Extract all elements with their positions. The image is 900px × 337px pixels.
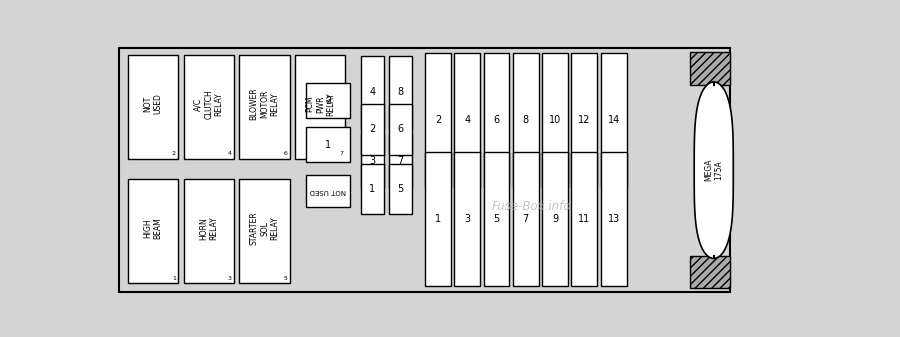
Bar (425, 54, 451, 187)
Text: 4: 4 (369, 87, 375, 97)
Text: Fuse-Box.info: Fuse-Box.info (491, 200, 571, 213)
Text: 5: 5 (397, 184, 403, 194)
Bar (542, 152, 568, 286)
Text: 10: 10 (549, 115, 562, 125)
Text: 11: 11 (578, 214, 590, 224)
Text: 7: 7 (397, 156, 403, 166)
Bar (306, 127, 349, 162)
Bar (239, 55, 290, 158)
Text: STARTER
SOL
RELAY: STARTER SOL RELAY (249, 212, 280, 245)
Polygon shape (694, 82, 733, 258)
Text: MEGA
175A: MEGA 175A (704, 159, 724, 181)
Bar (454, 54, 480, 187)
Bar (306, 175, 349, 207)
Bar (601, 54, 626, 187)
Text: 13: 13 (608, 214, 620, 224)
Bar (690, 52, 731, 85)
Bar (128, 55, 178, 158)
Bar (389, 56, 411, 129)
Text: 3: 3 (464, 214, 470, 224)
Bar (513, 152, 539, 286)
Text: 6: 6 (493, 115, 500, 125)
Text: 3: 3 (369, 156, 375, 166)
Text: 4: 4 (464, 115, 470, 125)
Bar (572, 54, 598, 187)
Text: 2: 2 (435, 115, 441, 125)
Text: 12: 12 (578, 115, 590, 125)
Bar (542, 54, 568, 187)
Bar (454, 152, 480, 286)
Text: 6: 6 (284, 151, 288, 156)
Bar (572, 152, 598, 286)
Text: 2: 2 (172, 151, 176, 156)
Text: 4: 4 (228, 151, 232, 156)
Bar (361, 56, 383, 129)
Bar (690, 256, 731, 288)
Text: 5: 5 (284, 276, 288, 281)
Bar (389, 164, 411, 214)
Bar (306, 83, 349, 118)
Text: 2: 2 (369, 124, 375, 134)
Bar (601, 152, 626, 286)
Text: 3: 3 (228, 276, 232, 281)
Bar (361, 104, 383, 155)
Bar (295, 55, 346, 158)
Text: 1: 1 (435, 214, 441, 224)
Text: 1: 1 (369, 184, 375, 194)
Text: PCM
PWR
RELAY: PCM PWR RELAY (305, 92, 336, 116)
Text: 1: 1 (172, 276, 176, 281)
Bar (425, 152, 451, 286)
Bar (483, 152, 509, 286)
Bar (120, 48, 730, 292)
Text: BLOWER
MOTOR
RELAY: BLOWER MOTOR RELAY (249, 88, 280, 120)
Text: 7: 7 (339, 151, 344, 156)
Text: 8: 8 (397, 87, 403, 97)
Bar (389, 134, 411, 188)
Text: 5: 5 (493, 214, 500, 224)
Text: 7: 7 (523, 214, 529, 224)
Bar (184, 55, 234, 158)
Bar (389, 104, 411, 155)
Text: HIGH
BEAM: HIGH BEAM (143, 218, 163, 240)
Text: 14: 14 (608, 115, 620, 125)
Text: NOT USED: NOT USED (310, 188, 346, 194)
Bar (184, 179, 234, 283)
Text: 6: 6 (397, 124, 403, 134)
Bar (483, 54, 509, 187)
Bar (513, 54, 539, 187)
Text: HORN
RELAY: HORN RELAY (199, 217, 219, 240)
Text: 1: 1 (325, 140, 331, 150)
Text: 9: 9 (552, 214, 558, 224)
Text: NOT
USED: NOT USED (143, 94, 163, 115)
Bar (128, 179, 178, 283)
Text: 8: 8 (523, 115, 529, 125)
Text: A/C
CLUTCH
RELAY: A/C CLUTCH RELAY (194, 89, 224, 119)
Bar (239, 179, 290, 283)
Text: 2: 2 (325, 96, 331, 106)
Bar (361, 134, 383, 188)
Bar (361, 164, 383, 214)
